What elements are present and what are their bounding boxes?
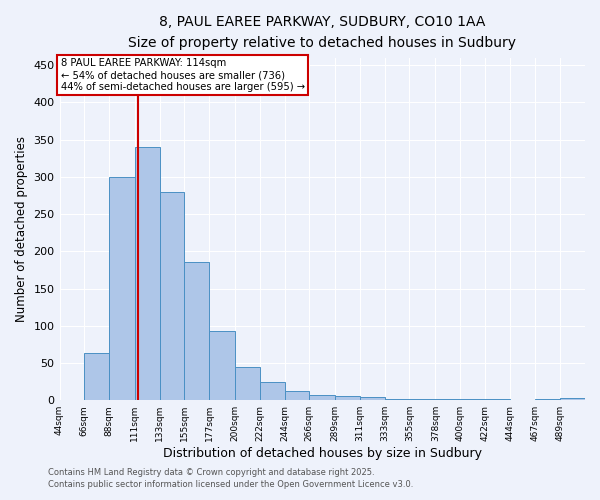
Bar xyxy=(385,398,409,400)
Bar xyxy=(235,366,260,400)
Bar xyxy=(310,395,335,400)
Bar xyxy=(335,396,360,400)
Title: 8, PAUL EAREE PARKWAY, SUDBURY, CO10 1AA
Size of property relative to detached h: 8, PAUL EAREE PARKWAY, SUDBURY, CO10 1AA… xyxy=(128,15,516,50)
Bar xyxy=(284,390,310,400)
Bar xyxy=(560,398,585,400)
Bar xyxy=(209,331,235,400)
Text: 8 PAUL EAREE PARKWAY: 114sqm
← 54% of detached houses are smaller (736)
44% of s: 8 PAUL EAREE PARKWAY: 114sqm ← 54% of de… xyxy=(61,58,305,92)
Bar xyxy=(360,397,385,400)
Bar xyxy=(135,147,160,400)
Text: Contains HM Land Registry data © Crown copyright and database right 2025.
Contai: Contains HM Land Registry data © Crown c… xyxy=(48,468,413,489)
X-axis label: Distribution of detached houses by size in Sudbury: Distribution of detached houses by size … xyxy=(163,447,482,460)
Bar xyxy=(160,192,184,400)
Y-axis label: Number of detached properties: Number of detached properties xyxy=(15,136,28,322)
Bar xyxy=(184,262,209,400)
Bar xyxy=(409,398,436,400)
Bar xyxy=(109,177,135,400)
Bar xyxy=(84,354,109,400)
Bar xyxy=(260,382,284,400)
Bar xyxy=(436,398,460,400)
